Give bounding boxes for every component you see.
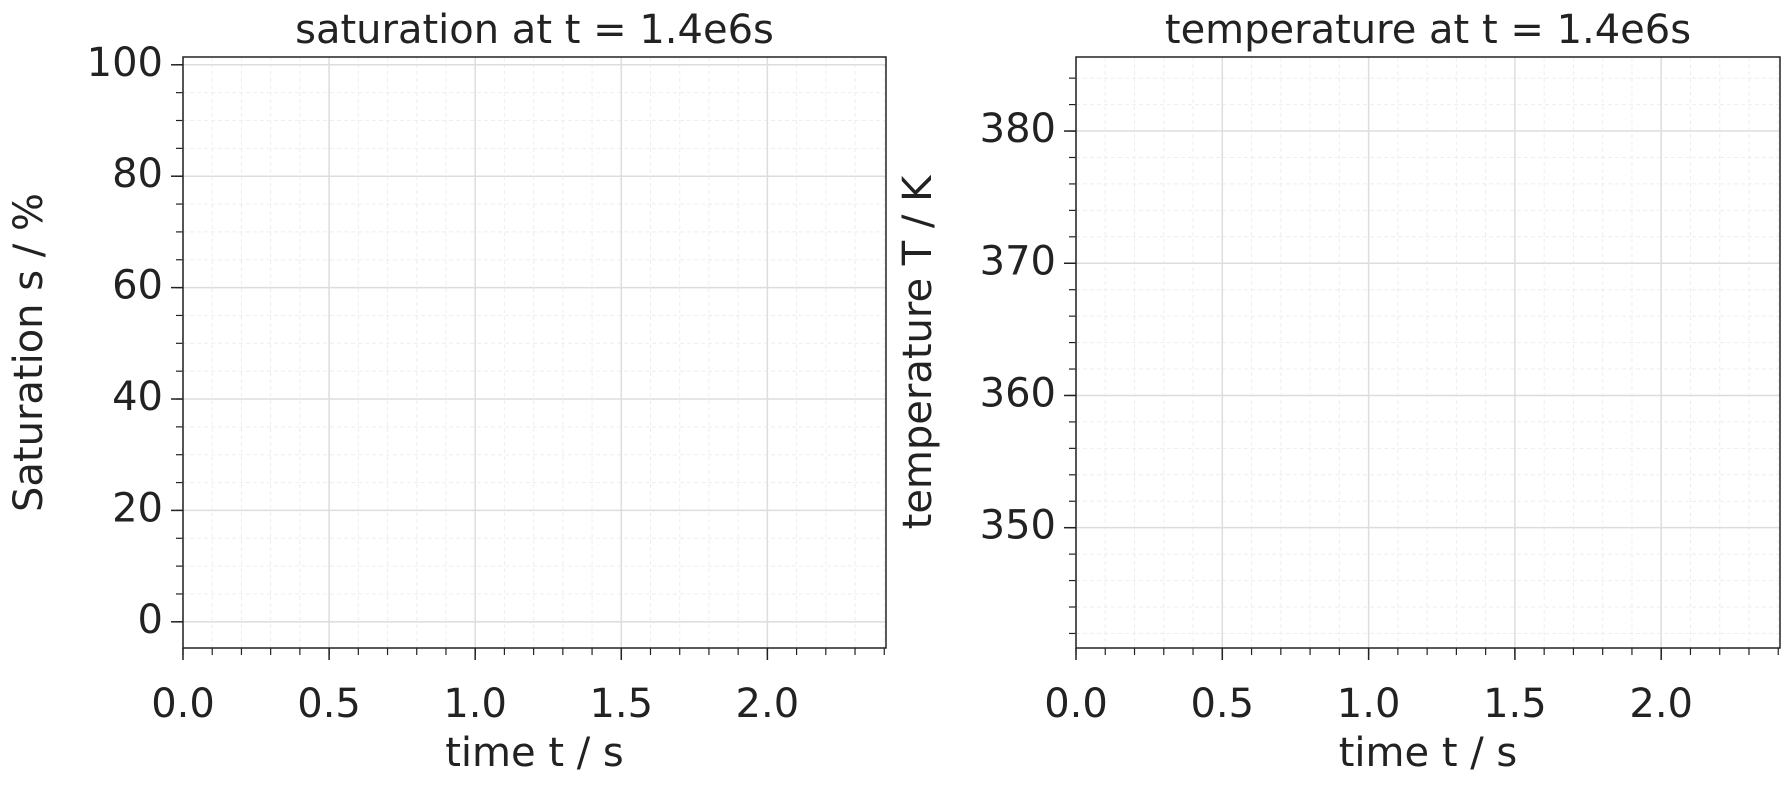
- x-tick-label: 1.5: [589, 681, 653, 727]
- chart-title: saturation at t = 1.4e6s: [295, 7, 774, 53]
- x-tick-label: 1.0: [443, 681, 507, 727]
- x-tick-label: 0.5: [297, 681, 361, 727]
- x-tick-label: 0.5: [1190, 681, 1254, 727]
- y-tick-label: 0: [138, 597, 163, 643]
- x-axis-label: time t / s: [445, 730, 624, 776]
- x-axis-label: time t / s: [1339, 730, 1518, 776]
- y-tick-label: 40: [112, 374, 163, 420]
- y-tick-label: 350: [980, 503, 1056, 549]
- x-tick-label: 2.0: [736, 681, 800, 727]
- x-tick-label: 0.0: [151, 681, 215, 727]
- x-tick-label: 2.0: [1629, 681, 1693, 727]
- y-tick-label: 370: [980, 238, 1056, 284]
- y-tick-label: 360: [980, 370, 1056, 416]
- plot-frame: [182, 56, 887, 649]
- x-tick-label: 0.0: [1044, 681, 1108, 727]
- y-tick-label: 20: [112, 485, 163, 531]
- x-tick-label: 1.0: [1337, 681, 1401, 727]
- chart-title: temperature at t = 1.4e6s: [1165, 7, 1691, 53]
- y-tick-label: 80: [112, 151, 163, 197]
- y-tick-label: 100: [87, 40, 163, 86]
- y-tick-label: 60: [112, 263, 163, 309]
- y-axis-label: Saturation s / %: [6, 193, 52, 512]
- y-tick-label: 380: [980, 106, 1056, 152]
- y-axis-label: temperature T / K: [895, 174, 941, 529]
- plot-frame: [1075, 56, 1781, 649]
- x-tick-label: 1.5: [1483, 681, 1547, 727]
